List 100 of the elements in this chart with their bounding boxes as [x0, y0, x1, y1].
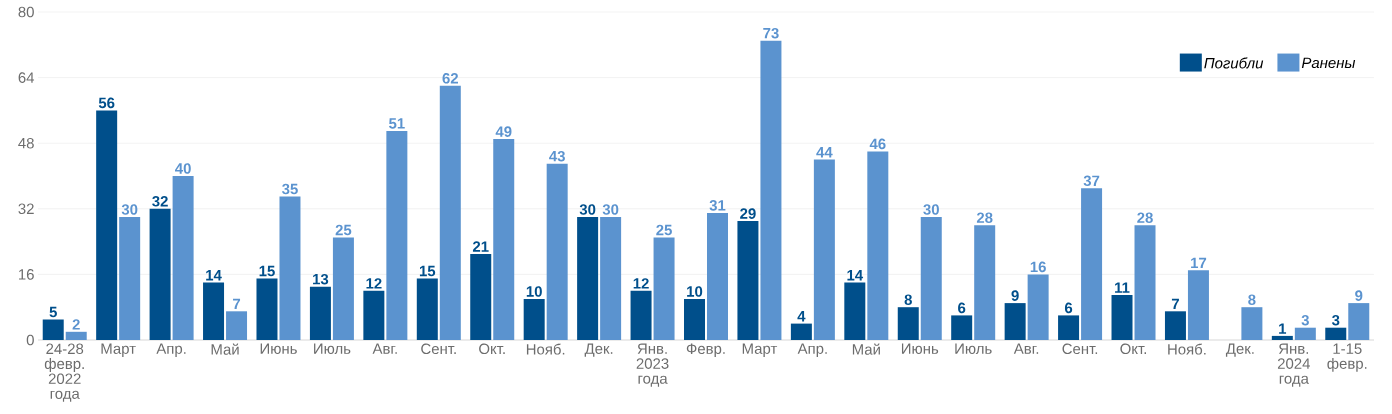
- data-label: 17: [1191, 257, 1207, 269]
- data-label: 16: [1030, 261, 1046, 273]
- x-tick-label: Янв. 2024 года: [1277, 343, 1311, 387]
- y-tick-label: 80: [18, 6, 34, 18]
- data-label: 3: [1301, 314, 1309, 326]
- x-tick-label: Апр.: [797, 343, 827, 357]
- data-label: 11: [1115, 282, 1130, 293]
- x-tick-label: 1-15 февр.: [1327, 343, 1367, 372]
- bar: [309, 286, 331, 340]
- bar: [363, 290, 385, 340]
- data-label: 12: [633, 278, 649, 289]
- data-label: 6: [958, 302, 966, 314]
- bar: [332, 237, 354, 340]
- bar: [760, 40, 782, 340]
- data-label: 13: [313, 273, 329, 285]
- data-label: 30: [923, 204, 939, 215]
- data-label: 21: [472, 241, 489, 252]
- data-label: 43: [549, 150, 565, 162]
- bar: [920, 217, 942, 340]
- y-tick-label: 48: [18, 137, 34, 149]
- bar: [226, 311, 248, 340]
- bar: [790, 323, 812, 340]
- data-label: 15: [419, 265, 436, 277]
- y-tick-label: 0: [26, 334, 34, 346]
- bar: [172, 176, 194, 340]
- data-label: 14: [206, 270, 222, 281]
- bar: [707, 212, 728, 340]
- data-label: 25: [656, 224, 672, 236]
- data-label: 8: [904, 294, 912, 305]
- bar: [1271, 335, 1293, 340]
- bar: [256, 278, 278, 340]
- y-tick-label: 64: [18, 72, 35, 83]
- data-label: 32: [152, 196, 168, 207]
- data-label: 30: [121, 204, 138, 215]
- bar: [149, 208, 171, 340]
- data-label: 51: [389, 118, 405, 129]
- bar: [386, 130, 408, 340]
- data-label: 1: [1279, 323, 1287, 334]
- bar: [844, 282, 866, 340]
- data-label: 5: [49, 306, 57, 318]
- data-label: 28: [976, 212, 993, 223]
- bar: [577, 217, 599, 340]
- data-label: 28: [1137, 212, 1153, 223]
- x-tick-label: Окт.: [479, 343, 505, 355]
- bar: [1187, 270, 1209, 340]
- legend-label: Погибли: [1204, 57, 1264, 69]
- bar: [546, 163, 568, 340]
- x-tick-label: Март: [101, 343, 136, 357]
- x-tick-label: Окт.: [1120, 343, 1146, 355]
- data-label: 2: [72, 319, 80, 330]
- x-tick-label: Июль: [955, 343, 992, 354]
- bar: [119, 217, 141, 340]
- data-label: 10: [526, 286, 542, 297]
- x-tick-label: Февр.: [686, 343, 725, 357]
- bar: [493, 139, 515, 340]
- x-tick-label: Июль: [314, 343, 351, 354]
- bar: [1294, 327, 1316, 340]
- bar: [1325, 327, 1347, 340]
- bar: [630, 290, 652, 340]
- data-label: 9: [1011, 290, 1019, 301]
- bar: [1081, 188, 1103, 340]
- x-tick-label: Март: [742, 343, 778, 357]
- data-label: 49: [495, 126, 512, 137]
- bar: [1058, 315, 1080, 340]
- bar: [951, 315, 973, 340]
- x-tick-label: Май: [852, 343, 880, 355]
- bar: [974, 225, 996, 340]
- bar: [1004, 303, 1026, 340]
- x-tick-label: Нояб.: [1168, 343, 1206, 355]
- bar: [1111, 294, 1133, 340]
- x-tick-label: Июнь: [901, 343, 939, 354]
- x-tick-label: Дек.: [584, 343, 613, 357]
- x-tick-label: Авг.: [1013, 343, 1039, 354]
- data-label: 31: [709, 200, 726, 211]
- bar: [1027, 274, 1049, 340]
- data-label: 37: [1083, 175, 1100, 187]
- data-label: 3: [1331, 314, 1340, 326]
- bar: [897, 307, 919, 340]
- data-label: 4: [797, 311, 806, 322]
- bar: [416, 278, 438, 340]
- data-label: 35: [282, 183, 298, 195]
- data-label: 8: [1248, 294, 1256, 305]
- data-label: 14: [847, 270, 864, 281]
- x-tick-label: Май: [211, 343, 239, 355]
- x-tick-label: Нояб.: [526, 343, 565, 355]
- bar: [1134, 225, 1156, 340]
- bar: [1348, 303, 1370, 340]
- data-label: 30: [579, 204, 596, 215]
- data-label: 73: [763, 27, 779, 39]
- data-label: 6: [1064, 302, 1073, 314]
- data-label: 12: [366, 278, 382, 289]
- y-tick-label: 32: [18, 203, 34, 215]
- data-label: 62: [442, 73, 458, 84]
- x-tick-label: Апр.: [156, 343, 186, 357]
- data-label: 40: [175, 163, 191, 174]
- y-tick-label: 16: [19, 269, 34, 280]
- data-label: 44: [816, 147, 833, 158]
- data-label: 56: [98, 97, 115, 109]
- x-tick-label: Янв. 2023 года: [636, 343, 669, 387]
- data-label: 10: [687, 286, 703, 297]
